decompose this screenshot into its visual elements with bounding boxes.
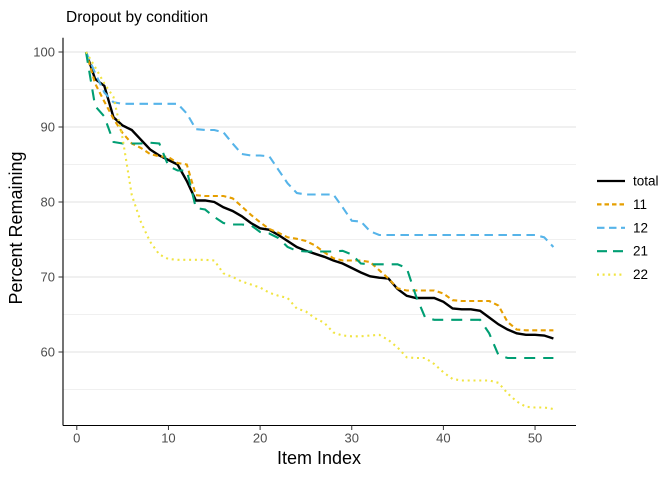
legend-item-12: 12 <box>597 220 648 235</box>
series-line-22 <box>85 51 554 411</box>
x-tick-label: 50 <box>528 431 542 446</box>
series-lines <box>84 51 555 411</box>
series-line-total <box>84 51 554 340</box>
legend-item-22: 22 <box>597 267 648 282</box>
legend: total 11 12 21 22 <box>597 174 659 282</box>
legend-label-total: total <box>633 174 659 189</box>
axes <box>58 37 576 430</box>
y-tick-label: 90 <box>41 120 55 135</box>
x-tick-label: 10 <box>161 431 175 446</box>
y-tick-label: 60 <box>41 345 55 360</box>
legend-label-21: 21 <box>633 244 648 259</box>
legend-item-total: total <box>597 174 659 189</box>
series-line-11 <box>84 51 554 332</box>
y-tick-label: 100 <box>33 45 55 60</box>
series-line-12 <box>85 51 555 248</box>
tick-labels: 100 90 80 70 60 0 10 20 30 40 50 <box>33 45 542 446</box>
x-axis-title: Item Index <box>277 448 361 468</box>
legend-label-12: 12 <box>633 220 648 235</box>
x-tick-label: 0 <box>73 431 80 446</box>
chart-title: Dropout by condition <box>66 9 208 26</box>
series-line-21 <box>84 51 554 360</box>
legend-label-11: 11 <box>633 197 647 212</box>
x-tick-label: 40 <box>436 431 450 446</box>
x-tick-label: 20 <box>253 431 267 446</box>
legend-item-21: 21 <box>597 244 648 259</box>
x-tick-label: 30 <box>345 431 359 446</box>
y-axis-title: Percent Remaining <box>6 151 26 304</box>
y-tick-label: 80 <box>41 195 55 210</box>
legend-item-11: 11 <box>597 197 647 212</box>
gridlines <box>63 51 576 390</box>
y-tick-label: 70 <box>41 270 55 285</box>
legend-label-22: 22 <box>633 267 648 282</box>
